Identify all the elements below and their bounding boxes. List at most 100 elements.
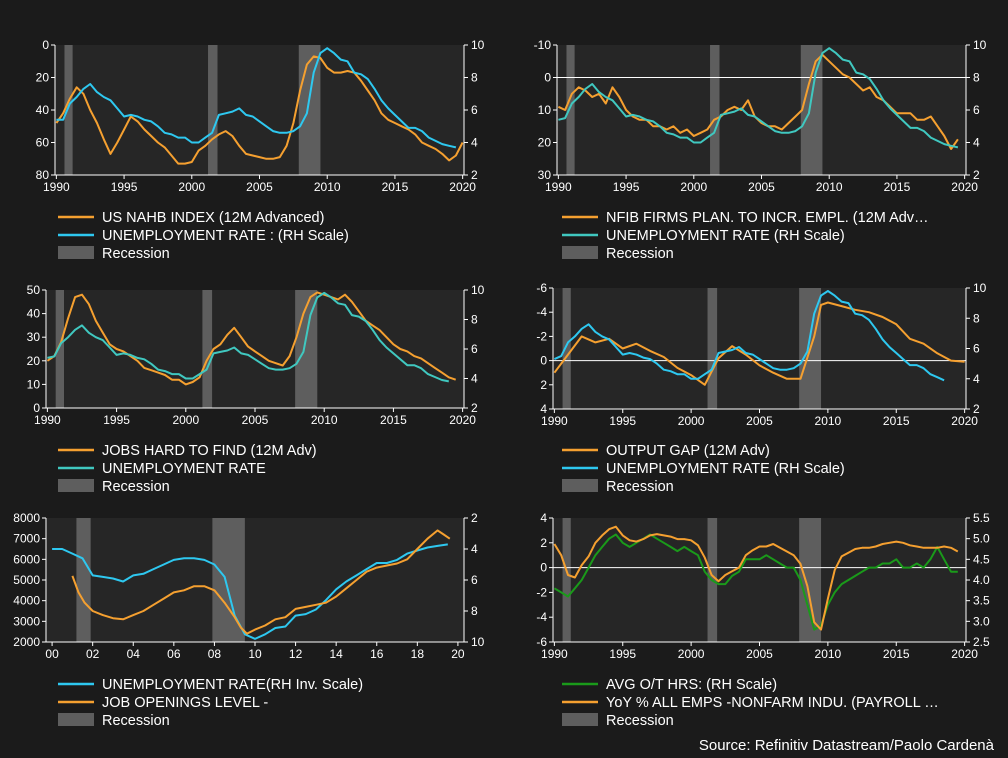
y-right-tick-label: 2.5 bbox=[973, 635, 990, 649]
y-right-tick-label: 8 bbox=[471, 604, 478, 618]
x-tick-label: 12 bbox=[289, 647, 303, 661]
recession-band bbox=[212, 518, 245, 642]
recession-band bbox=[208, 45, 218, 175]
x-tick-label: 2020 bbox=[449, 413, 476, 427]
x-tick-label: 16 bbox=[370, 647, 384, 661]
x-tick-label: 08 bbox=[208, 647, 222, 661]
legend-label: UNEMPLOYMENT RATE bbox=[102, 461, 266, 477]
y-left-tick-label: -4 bbox=[536, 610, 547, 624]
x-tick-label: 2000 bbox=[678, 647, 705, 661]
plot-area bbox=[55, 45, 464, 175]
x-tick-label: 2015 bbox=[380, 413, 407, 427]
y-right-tick-label: 2 bbox=[973, 402, 980, 416]
y-right-tick-label: 4 bbox=[471, 372, 478, 386]
y-right-tick-label: 8 bbox=[973, 71, 980, 85]
legend-swatch-recession bbox=[562, 246, 598, 259]
y-right-tick-label: 4.5 bbox=[973, 552, 990, 566]
x-tick-label: 2005 bbox=[746, 414, 773, 428]
y-right-tick-label: 10 bbox=[471, 635, 485, 649]
x-tick-label: 2010 bbox=[815, 647, 842, 661]
y-right-tick-label: 2 bbox=[471, 168, 478, 182]
y-right-tick-label: 6 bbox=[471, 342, 478, 356]
y-right-tick-label: 10 bbox=[471, 283, 485, 297]
x-tick-label: 2010 bbox=[816, 180, 843, 194]
y-left-tick-label: 7000 bbox=[13, 532, 40, 546]
y-left-tick-label: 8000 bbox=[13, 511, 40, 525]
x-tick-label: 2020 bbox=[449, 180, 476, 194]
plot-area bbox=[553, 288, 966, 409]
x-tick-label: 06 bbox=[167, 647, 181, 661]
y-left-tick-label: -2 bbox=[536, 329, 547, 343]
x-tick-label: 1995 bbox=[609, 414, 636, 428]
y-left-tick-label: 50 bbox=[27, 283, 41, 297]
series-line-2 bbox=[47, 291, 449, 383]
y-right-tick-label: 6 bbox=[471, 103, 478, 117]
series-line-1 bbox=[553, 301, 965, 386]
legend-label: UNEMPLOYMENT RATE : (RH Scale) bbox=[102, 228, 349, 244]
x-tick-label: 1995 bbox=[609, 647, 636, 661]
legend-label: Recession bbox=[102, 246, 170, 262]
y-left-tick-label: 2000 bbox=[13, 635, 40, 649]
y-left-tick-label: 0 bbox=[33, 401, 40, 415]
series-line-2 bbox=[56, 47, 457, 149]
chart-panel-5: 00 02 04 06 08 10 12 14 16 18 20 8000 7000 6000 5000 40… bbox=[13, 511, 484, 729]
x-tick-label: 2010 bbox=[314, 180, 341, 194]
recession-band bbox=[562, 288, 571, 409]
y-left-tick-label: -10 bbox=[534, 38, 552, 52]
y-left-tick-label: 0 bbox=[540, 561, 547, 575]
series-line-2 bbox=[558, 47, 959, 149]
y-left-tick-label: 20 bbox=[538, 136, 552, 150]
chart-panel-6: 1990 1995 2000 2005 2010 2015 2020 4 2 0 -2 -4 -6 5.5… bbox=[536, 511, 990, 729]
y-right-tick-label: 4 bbox=[973, 372, 980, 386]
legend-label: UNEMPLOYMENT RATE (RH Scale) bbox=[606, 228, 845, 244]
y-left-tick-label: 5000 bbox=[13, 573, 40, 587]
recession-band bbox=[202, 290, 213, 408]
y-left-tick-label: -6 bbox=[536, 281, 547, 295]
x-tick-label: 2005 bbox=[246, 180, 273, 194]
legend-label: Recession bbox=[606, 713, 674, 729]
x-tick-label: 1990 bbox=[43, 180, 70, 194]
y-left-tick-label: 0 bbox=[544, 71, 551, 85]
y-right-tick-label: 4 bbox=[471, 136, 478, 150]
x-tick-label: 2000 bbox=[172, 413, 199, 427]
legend-label: Recession bbox=[102, 479, 170, 495]
chart-panel-3: 1990 1995 2000 2005 2010 2015 2020504030201001… bbox=[27, 283, 485, 495]
x-tick-label: 2015 bbox=[382, 180, 409, 194]
y-left-tick-label: 3000 bbox=[13, 614, 40, 628]
legend-label: UNEMPLOYMENT RATE (RH Scale) bbox=[606, 461, 845, 477]
chart-panel-4: 1990 1995 2000 2005 2010 2015 2020 -6 -4 -2 0 2 4 10 8… bbox=[536, 281, 986, 495]
y-right-tick-label: 4 bbox=[471, 542, 478, 556]
legend-label: NFIB FIRMS PLAN. TO INCR. EMPL. (12M Adv… bbox=[606, 210, 929, 226]
y-left-tick-label: 30 bbox=[538, 168, 552, 182]
y-left-tick-label: 0 bbox=[540, 354, 547, 368]
source-note: Source: Refinitiv Datastream/Paolo Carde… bbox=[698, 737, 994, 754]
legend-swatch-recession bbox=[58, 479, 94, 492]
series-line-2 bbox=[553, 290, 945, 382]
chart-panel-2: 1990 1995 2000 2005 2010 2015 2020 -10 0 10 20 30 10… bbox=[534, 38, 987, 262]
plot-area bbox=[46, 518, 464, 642]
x-tick-label: 2010 bbox=[311, 413, 338, 427]
recession-band bbox=[710, 45, 720, 175]
y-left-tick-label: 40 bbox=[27, 307, 41, 321]
x-tick-label: 2005 bbox=[242, 413, 269, 427]
legend-label: JOB OPENINGS LEVEL - bbox=[102, 695, 268, 711]
y-left-tick-label: 80 bbox=[36, 168, 50, 182]
legend-label: UNEMPLOYMENT RATE(RH Inv. Scale) bbox=[102, 677, 363, 693]
y-right-tick-label: 6 bbox=[471, 573, 478, 587]
x-tick-label: 1990 bbox=[541, 414, 568, 428]
y-right-tick-label: 10 bbox=[973, 38, 987, 52]
legend-swatch-recession bbox=[562, 713, 598, 726]
legend-label: YoY % ALL EMPS -NONFARM INDU. (PAYROLL … bbox=[606, 695, 939, 711]
y-right-tick-label: 4 bbox=[973, 136, 980, 150]
y-left-tick-label: -4 bbox=[536, 305, 547, 319]
x-tick-label: 1990 bbox=[545, 180, 572, 194]
y-left-tick-label: 6000 bbox=[13, 552, 40, 566]
y-left-tick-label: 4 bbox=[540, 511, 547, 525]
recession-band bbox=[566, 45, 575, 175]
x-tick-label: 1990 bbox=[34, 413, 61, 427]
series-line-1 bbox=[55, 55, 464, 165]
series-line-2 bbox=[553, 525, 959, 631]
legend-swatch-recession bbox=[58, 713, 94, 726]
y-left-tick-label: 30 bbox=[27, 330, 41, 344]
y-right-tick-label: 2 bbox=[973, 168, 980, 182]
